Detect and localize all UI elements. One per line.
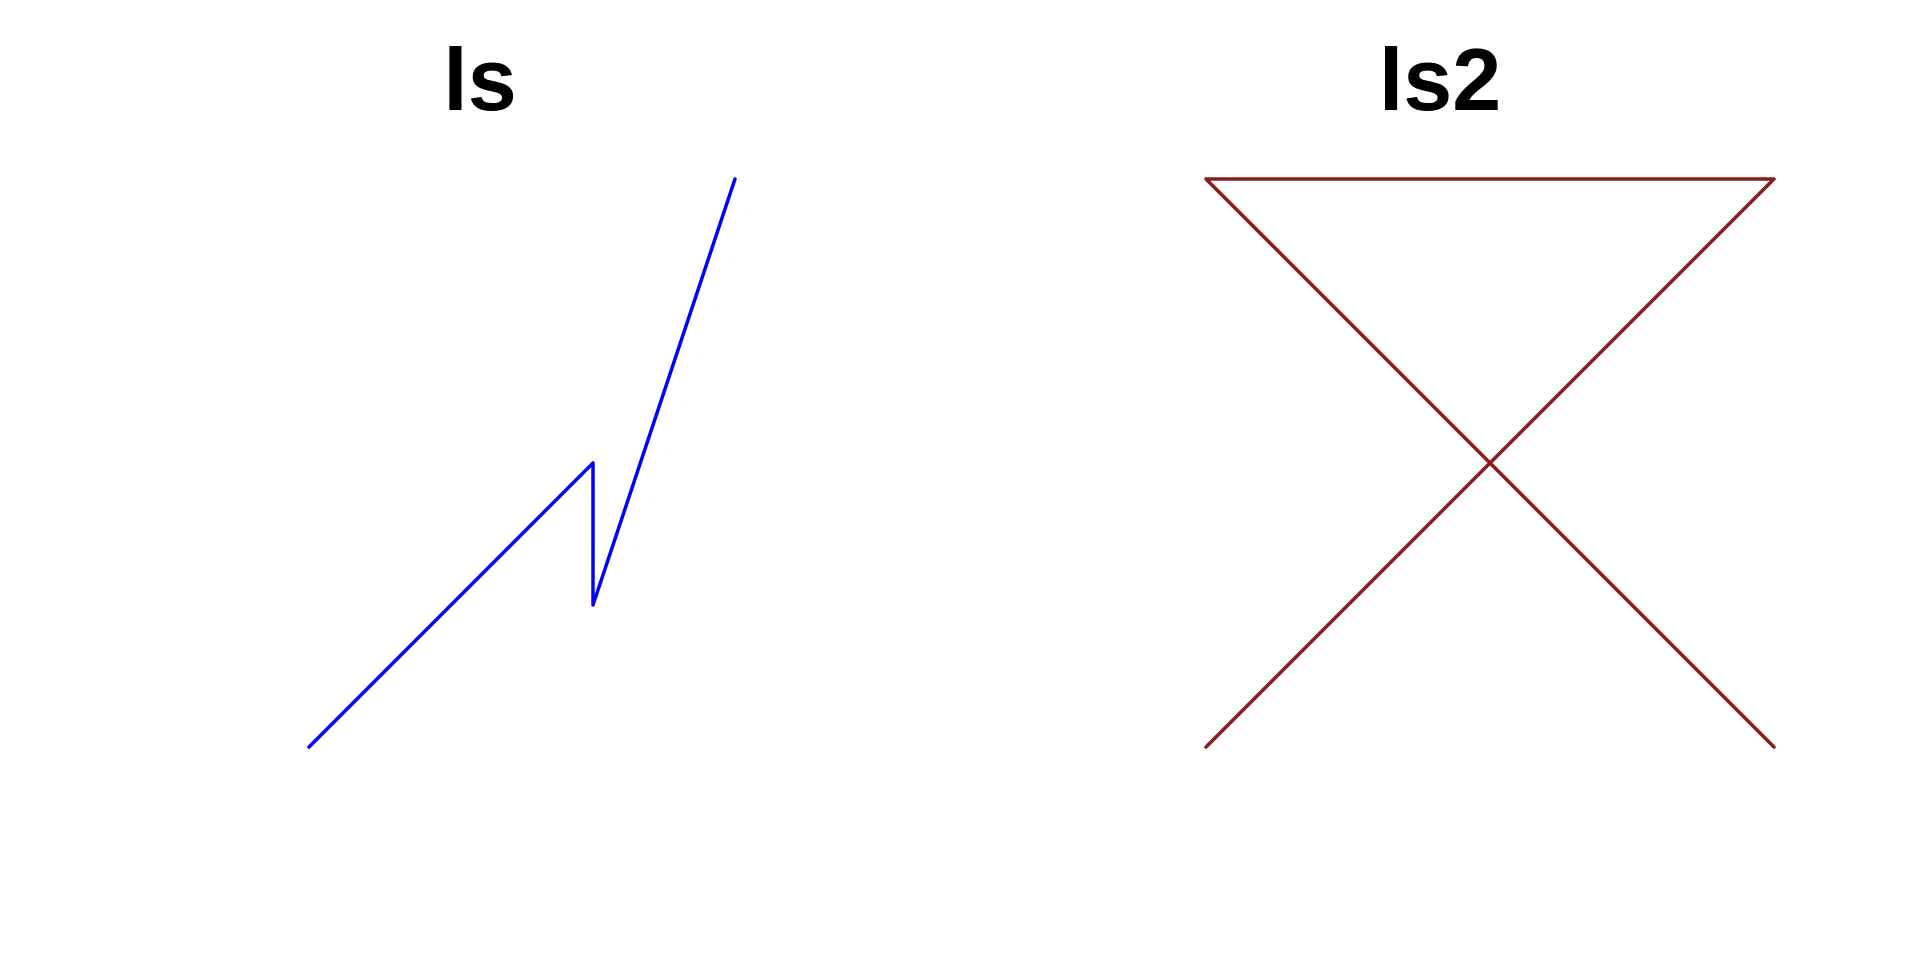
linestring-canvas-ls2 xyxy=(1204,177,1776,749)
linestring-panel-ls2: ls2 xyxy=(960,0,1920,960)
linestring-path-ls xyxy=(307,177,737,749)
panel-title-ls: ls xyxy=(443,30,517,129)
linestring-canvas-ls xyxy=(307,177,737,749)
linestring-panel-ls: ls xyxy=(307,30,737,749)
linestring-path-ls2 xyxy=(1204,177,1776,749)
panel-title-ls2: ls2 xyxy=(1378,30,1502,129)
